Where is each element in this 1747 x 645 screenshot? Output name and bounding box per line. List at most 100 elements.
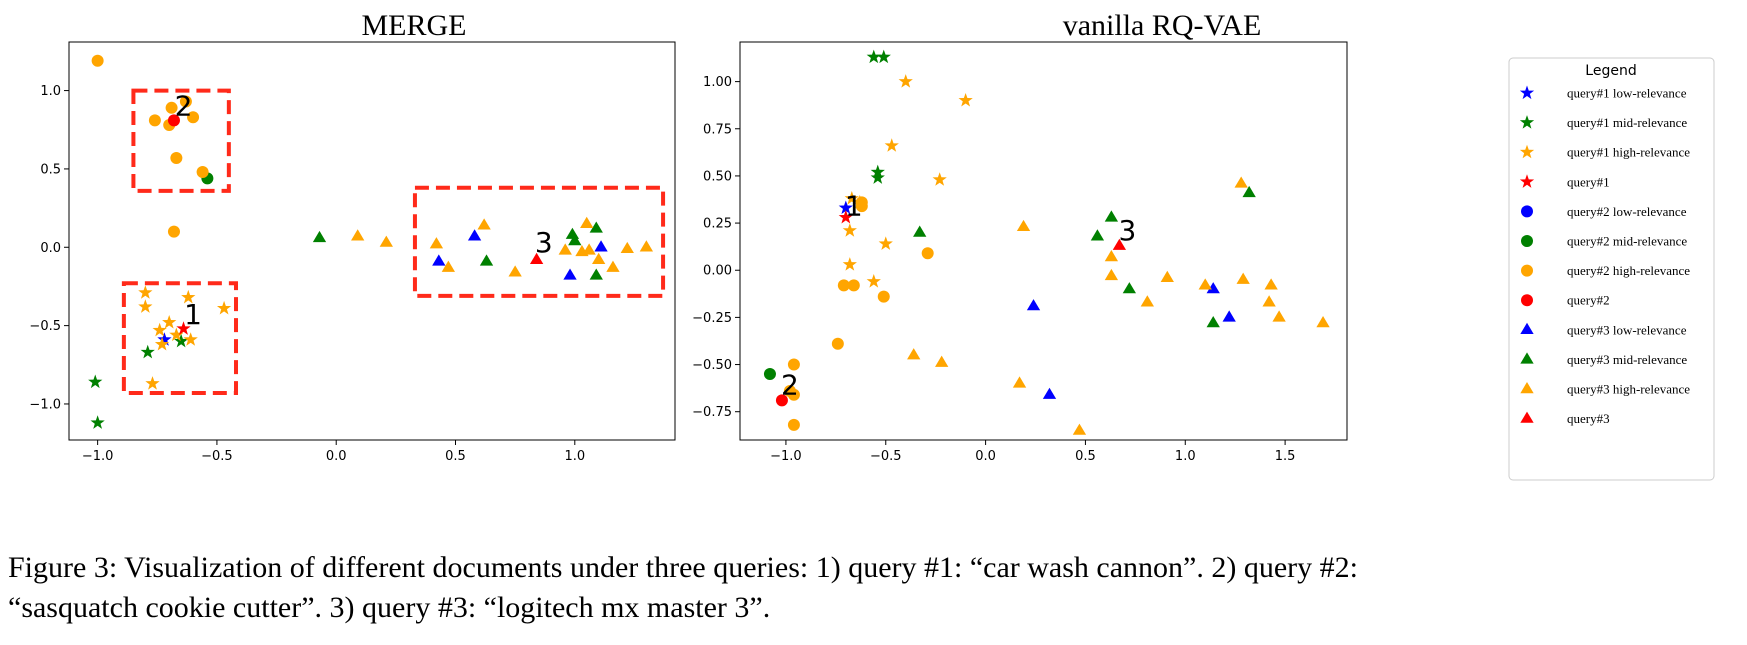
legend-marker-star <box>1519 85 1535 100</box>
merge-plot-area: −1.0 −0.5 0.0 0.5 1.0 −1.0 −0.5 0.0 0.5 1.0 2 1 3 <box>29 41 676 464</box>
query-2-high-relevance-point <box>855 196 868 209</box>
query-2-high-relevance-point <box>847 279 860 292</box>
cluster-highlight-box <box>412 185 666 298</box>
query-3-mid-relevance-point <box>565 227 580 239</box>
vanilla-rq-vae-plot-area: −1.0 −0.5 0.0 0.5 1.0 1.5 −0.75 −0.50 −0.25 0.00 0… <box>692 41 1348 464</box>
query-1-high-relevance-point <box>844 191 859 205</box>
query-2-high-relevance-point <box>170 151 183 164</box>
legend-item-label: query#2 low-relevance <box>1567 204 1687 219</box>
query-annotation-label: 2 <box>781 369 799 402</box>
query-1-low-relevance-point <box>157 332 172 346</box>
legend-marker-triangle <box>1520 411 1534 423</box>
query-3-mid-relevance-point <box>1090 229 1105 241</box>
legend-title: Legend <box>1585 63 1636 79</box>
query-1-high-relevance-point <box>162 314 177 329</box>
query-3-high-relevance-point <box>508 265 522 277</box>
query-3-high-relevance-point <box>606 260 620 272</box>
query-2-point <box>167 114 180 127</box>
x-tick-label: 0.0 <box>326 449 347 464</box>
query-2-high-relevance-point <box>877 290 890 303</box>
legend-marker-star <box>1519 144 1535 159</box>
legend-marker-circle <box>1521 235 1533 247</box>
y-tick-label: −0.75 <box>692 405 732 420</box>
y-tick-label: 0.0 <box>40 241 61 256</box>
query-3-low-relevance-point <box>594 240 608 252</box>
query-3-low-relevance-point <box>1026 299 1041 311</box>
query-3-high-relevance-point <box>1316 316 1330 328</box>
query-1-high-relevance-point <box>145 376 160 390</box>
query-2-mid-relevance-point <box>763 367 776 380</box>
merge-title: MERGE <box>362 9 467 42</box>
query-3-high-relevance-point <box>1236 272 1250 284</box>
legend-marker-circle <box>1521 264 1533 277</box>
query-3-mid-relevance-point <box>589 268 603 280</box>
x-tick-label: 1.5 <box>1275 449 1296 464</box>
x-tick-label: 1.0 <box>1175 449 1196 464</box>
query-1-mid-relevance-point <box>88 374 103 389</box>
legend-marker-triangle <box>1520 352 1534 364</box>
query-1-high-relevance-point <box>958 92 973 107</box>
query-1-high-relevance-point <box>884 138 899 152</box>
query-2-high-relevance-point <box>179 95 192 108</box>
query-2-high-relevance-point <box>148 114 161 127</box>
query-3-high-relevance-point <box>1140 295 1154 307</box>
y-tick-label: 0.50 <box>703 169 732 184</box>
query-1-low-relevance-point <box>838 200 853 215</box>
query-3-high-relevance-point <box>379 235 393 247</box>
query-3-low-relevance-point <box>1222 310 1236 322</box>
query-3-high-relevance-point <box>907 348 921 360</box>
legend-item-label: query#3 mid-relevance <box>1567 352 1687 367</box>
y-tick-label: 0.25 <box>703 217 732 232</box>
query-3-high-relevance-point <box>639 240 654 252</box>
legend-marker-triangle <box>1520 382 1534 394</box>
query-1-high-relevance-point <box>169 327 184 342</box>
legend-marker-circle <box>1521 294 1533 307</box>
x-tick-label: −1.0 <box>770 449 802 464</box>
y-tick-label: 0.75 <box>703 122 732 137</box>
axes-frame <box>739 41 1348 441</box>
query-3-high-relevance-point <box>1234 176 1248 188</box>
legend-item-label: query#1 high-relevance <box>1567 145 1690 160</box>
query-3-high-relevance-point <box>582 243 596 255</box>
query-3-mid-relevance-point <box>568 234 582 246</box>
query-3-high-relevance-point <box>592 252 606 265</box>
query-annotation-label: 1 <box>845 190 863 223</box>
query-3-high-relevance-point <box>1272 310 1286 322</box>
query-1-high-relevance-point <box>154 336 170 351</box>
legend: Legend query#1 low-relevance query#1 mid-… <box>1508 57 1715 481</box>
query-2-high-relevance-point <box>196 166 209 179</box>
x-tick-label: −0.5 <box>201 449 233 464</box>
query-3-low-relevance-point <box>467 229 482 241</box>
query-1-high-relevance-point <box>138 285 153 299</box>
query-2-high-relevance-point <box>921 247 934 260</box>
query-2-high-relevance-point <box>837 279 850 292</box>
merge-panel: MERGE −1.0 −0.5 0.0 0.5 1.0 −1.0 −0.5 0.0 0.5 1.0… <box>29 9 676 464</box>
x-tick-label: −0.5 <box>870 449 902 464</box>
query-3-high-relevance-point <box>441 260 455 272</box>
query-1-mid-relevance-point <box>140 344 155 359</box>
query-3-high-relevance-point <box>1012 376 1027 388</box>
caption-line-2: “sasquatch cookie cutter”. 3) query #3: … <box>8 591 771 624</box>
query-3-low-relevance-point <box>563 268 577 280</box>
vanilla-rq-vae-panel: vanilla RQ-VAE −1.0 −0.5 0.0 0.5 1.0 1.5 −0.75… <box>692 9 1348 464</box>
query-1-high-relevance-point <box>183 332 198 346</box>
query-2-high-relevance-point <box>91 54 104 67</box>
query-3-high-relevance-point <box>580 216 594 228</box>
legend-item-label: query#1 low-relevance <box>1567 86 1687 101</box>
y-tick-label: 1.0 <box>40 84 61 99</box>
legend-marker-triangle <box>1520 322 1534 334</box>
query-3-point <box>529 252 544 265</box>
x-tick-label: 0.0 <box>975 449 996 464</box>
query-2-high-relevance-point <box>787 388 800 401</box>
legend-marker-star <box>1519 115 1535 129</box>
query-3-high-relevance-point <box>1072 423 1087 435</box>
query-1-high-relevance-point <box>152 322 167 337</box>
query-1-mid-relevance-point <box>876 49 891 64</box>
query-1-high-relevance-point <box>878 236 893 250</box>
y-tick-label: 0.5 <box>40 162 61 177</box>
figure-caption: Figure 3: Visualization of different doc… <box>8 548 1743 628</box>
query-2-high-relevance-point <box>165 101 178 114</box>
query-1-high-relevance-point <box>842 257 857 271</box>
x-tick-label: −1.0 <box>82 449 114 464</box>
